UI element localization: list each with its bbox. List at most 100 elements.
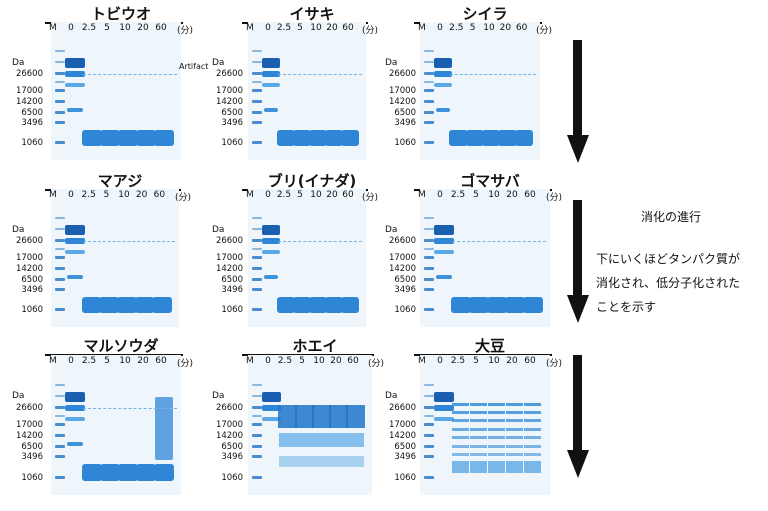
lane-time-label: 60: [524, 190, 536, 200]
gel-image: [420, 22, 540, 160]
lane-time-label: 2.5: [276, 23, 292, 33]
note-line-2: 消化され、低分子化された: [596, 276, 741, 290]
mw-marker-label: 1060: [21, 305, 43, 316]
marker-band: [424, 217, 434, 220]
marker-band: [424, 395, 434, 397]
mw-marker-label: 14200: [215, 431, 243, 442]
protein-band: [482, 129, 501, 147]
marker-band: [424, 50, 434, 53]
protein-band: [452, 436, 469, 440]
protein-band: [262, 71, 280, 78]
marker-band: [55, 278, 65, 282]
protein-band: [325, 129, 343, 147]
time-unit-label: (分): [177, 359, 194, 369]
protein-band: [65, 225, 85, 236]
mw-marker-label: 3496: [394, 117, 416, 128]
protein-band: [296, 455, 313, 467]
lane-time-label: 5: [473, 356, 479, 366]
artifact-line: [278, 74, 362, 76]
mw-marker-label: 17000: [15, 420, 43, 430]
lane-time-label: 5: [469, 23, 476, 33]
marker-band: [424, 383, 434, 386]
mw-marker-label: 26600: [15, 69, 43, 80]
lane-time-label: 5: [473, 190, 479, 200]
marker-band: [55, 256, 65, 259]
gel-image: [51, 189, 179, 327]
lane-time-label: 0: [68, 356, 74, 366]
marker-band: [55, 267, 65, 271]
protein-band: [325, 296, 343, 314]
marker-band: [252, 395, 262, 397]
lane-time-label: 10: [118, 190, 130, 200]
lane-time-label: 20: [137, 23, 149, 33]
protein-band: [82, 464, 102, 481]
marker-band: [55, 217, 65, 220]
protein-band: [309, 129, 327, 147]
protein-band: [488, 453, 505, 456]
lane-time-label: 2.5: [276, 190, 292, 200]
panel-title: トビウオ: [90, 5, 151, 23]
protein-band: [313, 433, 330, 448]
protein-band: [488, 411, 505, 414]
marker-band: [424, 406, 434, 410]
protein-band: [524, 453, 541, 456]
lane-time-label: 10: [119, 23, 131, 33]
marker-band: [55, 228, 65, 231]
lane-time-label: 5: [103, 190, 110, 200]
marker-lane-label: M: [418, 356, 426, 366]
gel-image: [51, 355, 181, 495]
marker-lane-label: M: [49, 190, 57, 200]
protein-band: [488, 419, 505, 423]
marker-band: [252, 445, 262, 449]
marker-lane-label: M: [246, 356, 254, 366]
marker-band: [252, 278, 262, 282]
mw-marker-label: 17000: [215, 253, 243, 263]
lane-time-label: 5: [104, 23, 110, 33]
protein-band: [470, 461, 487, 473]
marker-band: [424, 111, 434, 115]
lane-time-label: 0: [265, 23, 271, 33]
protein-band: [488, 436, 505, 440]
artifact-line: [278, 241, 362, 243]
marker-band: [252, 239, 262, 243]
protein-band: [434, 71, 453, 78]
marker-band: [55, 445, 65, 449]
protein-band: [498, 129, 517, 147]
mw-marker-label: 6500: [221, 442, 243, 453]
lane-time-label: 10: [310, 190, 322, 200]
protein-band: [296, 433, 313, 448]
lane-time-label: 20: [499, 23, 512, 33]
marker-band: [252, 72, 262, 76]
mw-marker-label: 26600: [215, 403, 243, 414]
lane-time-label: 5: [297, 23, 303, 33]
protein-band: [65, 250, 85, 255]
marker-band: [55, 406, 65, 410]
artifact-label: Artifact: [179, 62, 209, 71]
protein-band: [465, 129, 484, 147]
mw-marker-label: 26600: [388, 403, 416, 414]
artifact-line: [83, 408, 177, 410]
marker-band: [252, 434, 262, 438]
protein-band: [262, 225, 280, 236]
marker-band: [252, 50, 262, 53]
protein-band: [279, 455, 296, 467]
mw-marker-label: 3496: [221, 452, 243, 463]
protein-band: [262, 250, 280, 255]
dalton-label: Da: [212, 58, 225, 68]
protein-band: [329, 405, 348, 428]
lane-time-label: 2.5: [81, 190, 96, 200]
marker-lane-label: M: [418, 23, 426, 33]
protein-band: [100, 464, 120, 481]
protein-band: [65, 71, 85, 78]
protein-band: [277, 296, 295, 314]
marker-band: [55, 434, 65, 438]
marker-band: [424, 72, 434, 76]
protein-band: [488, 427, 505, 431]
marker-band: [252, 89, 262, 92]
protein-band: [470, 427, 487, 431]
mw-marker-label: 1060: [394, 473, 416, 484]
marker-band: [55, 72, 65, 76]
marker-band: [55, 50, 65, 53]
protein-band: [449, 129, 468, 147]
lane-time-label: 5: [299, 356, 305, 366]
